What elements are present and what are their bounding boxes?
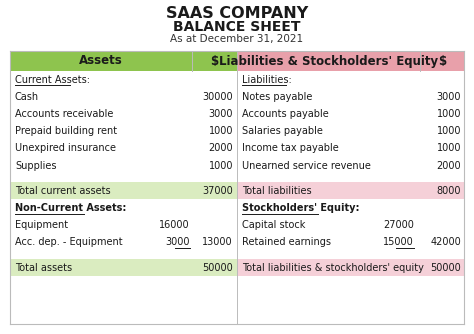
- Text: Income tax payable: Income tax payable: [242, 143, 339, 153]
- Text: 50000: 50000: [202, 263, 233, 273]
- Text: $: $: [438, 54, 446, 67]
- Text: 1000: 1000: [209, 126, 233, 136]
- Bar: [10, 182, 237, 199]
- Text: Liabilities & Stockholders' Equity: Liabilities & Stockholders' Equity: [219, 54, 438, 67]
- Text: Total assets: Total assets: [15, 263, 72, 273]
- Text: 42000: 42000: [430, 237, 461, 247]
- Text: Assets: Assets: [79, 54, 123, 67]
- Text: 1000: 1000: [437, 109, 461, 119]
- Text: Stockholders' Equity:: Stockholders' Equity:: [242, 203, 359, 213]
- Text: 2000: 2000: [209, 143, 233, 153]
- Text: Prepaid building rent: Prepaid building rent: [15, 126, 117, 136]
- Text: 15000: 15000: [383, 237, 414, 247]
- Text: Equipment: Equipment: [15, 220, 68, 230]
- Text: $: $: [210, 54, 219, 67]
- Text: 1000: 1000: [437, 143, 461, 153]
- Bar: [10, 51, 237, 71]
- Text: Salaries payable: Salaries payable: [242, 126, 323, 136]
- Text: As at December 31, 2021: As at December 31, 2021: [171, 34, 303, 44]
- Text: Liabilities:: Liabilities:: [242, 74, 292, 85]
- Text: Total liabilities & stockholders' equity: Total liabilities & stockholders' equity: [242, 263, 424, 273]
- Bar: [237, 182, 464, 199]
- Text: 1000: 1000: [437, 126, 461, 136]
- Text: 30000: 30000: [202, 92, 233, 102]
- Text: 8000: 8000: [437, 186, 461, 196]
- Text: SAAS COMPANY: SAAS COMPANY: [166, 6, 308, 21]
- Text: Retained earnings: Retained earnings: [242, 237, 331, 247]
- Text: Total current assets: Total current assets: [15, 186, 110, 196]
- Text: 50000: 50000: [430, 263, 461, 273]
- Text: 2000: 2000: [437, 161, 461, 171]
- Text: 13000: 13000: [202, 237, 233, 247]
- Text: Acc. dep. - Equipment: Acc. dep. - Equipment: [15, 237, 123, 247]
- Text: Cash: Cash: [15, 92, 39, 102]
- Text: Unexpired insurance: Unexpired insurance: [15, 143, 116, 153]
- Text: Accounts receivable: Accounts receivable: [15, 109, 113, 119]
- Bar: [237, 51, 464, 71]
- Text: Non-Current Assets:: Non-Current Assets:: [15, 203, 127, 213]
- Text: 3000: 3000: [165, 237, 190, 247]
- Text: BALANCE SHEET: BALANCE SHEET: [173, 20, 301, 34]
- Text: 37000: 37000: [202, 186, 233, 196]
- Text: 1000: 1000: [209, 161, 233, 171]
- Text: Current Assets:: Current Assets:: [15, 74, 90, 85]
- Text: 3000: 3000: [437, 92, 461, 102]
- Text: Unearned service revenue: Unearned service revenue: [242, 161, 371, 171]
- Text: 3000: 3000: [209, 109, 233, 119]
- Text: 27000: 27000: [383, 220, 414, 230]
- Text: Capital stock: Capital stock: [242, 220, 305, 230]
- Text: Total liabilities: Total liabilities: [242, 186, 311, 196]
- Bar: [10, 259, 237, 276]
- Text: Notes payable: Notes payable: [242, 92, 312, 102]
- Bar: [237, 259, 464, 276]
- Text: Supplies: Supplies: [15, 161, 56, 171]
- Text: 16000: 16000: [159, 220, 190, 230]
- Text: Accounts payable: Accounts payable: [242, 109, 329, 119]
